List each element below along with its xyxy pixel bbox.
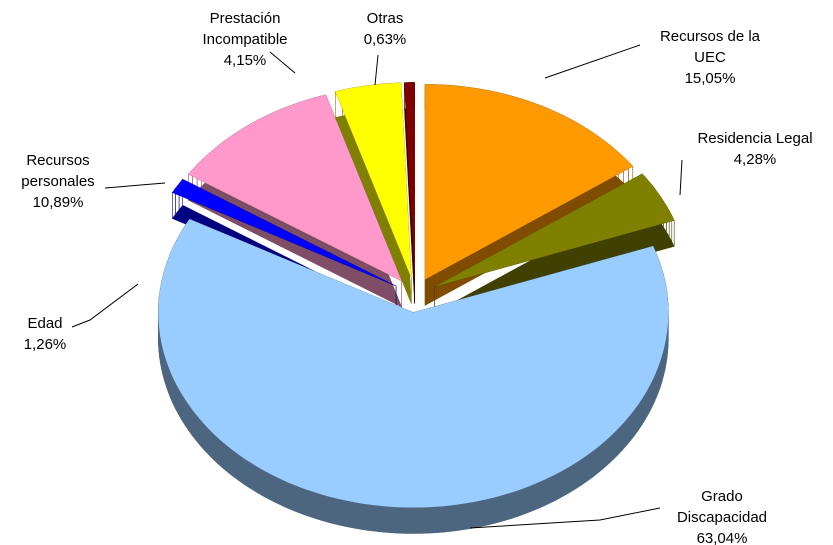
- slice: [434, 173, 675, 287]
- category-label: Recursos de la UEC: [659, 28, 761, 66]
- category-label: Edad: [27, 315, 63, 332]
- slice-label: Otras 0,63%: [350, 8, 420, 50]
- value-label: 0,63%: [363, 31, 407, 48]
- value-label: 15,05%: [684, 70, 736, 87]
- slice-label: Recursos de la UEC 15,05%: [640, 26, 780, 89]
- value-label: 10,89%: [32, 194, 84, 211]
- leader-line: [469, 507, 661, 529]
- leader-lines: [71, 44, 683, 529]
- leader-line: [544, 44, 641, 79]
- slice: [188, 94, 402, 281]
- leader-line: [104, 182, 166, 189]
- category-label: Otras: [366, 10, 404, 27]
- slice-label: Grado Discapacidad 63,04%: [662, 486, 782, 545]
- slice-label: Recursos personales 10,89%: [8, 150, 108, 213]
- slice: [404, 82, 415, 278]
- category-label: Residencia Legal: [697, 130, 813, 147]
- category-label: Prestación Incompatible: [202, 10, 288, 48]
- slice-label: Prestación Incompatible 4,15%: [185, 8, 305, 71]
- value-label: 1,26%: [23, 336, 67, 353]
- value-label: 4,15%: [223, 52, 267, 69]
- leader-line: [269, 51, 296, 74]
- category-label: Grado Discapacidad: [676, 488, 768, 526]
- slice-label: Residencia Legal 4,28%: [680, 128, 830, 170]
- value-label: 4,28%: [733, 151, 777, 168]
- slice: [335, 82, 412, 278]
- slice: [172, 179, 397, 286]
- slice-label: Edad 1,26%: [10, 313, 80, 355]
- leader-line: [679, 159, 683, 196]
- slice: [158, 219, 669, 508]
- category-label: Recursos personales: [21, 152, 95, 190]
- leader-line: [71, 283, 139, 328]
- leader-line: [374, 54, 379, 86]
- slice: [425, 84, 633, 280]
- value-label: 63,04%: [696, 530, 748, 545]
